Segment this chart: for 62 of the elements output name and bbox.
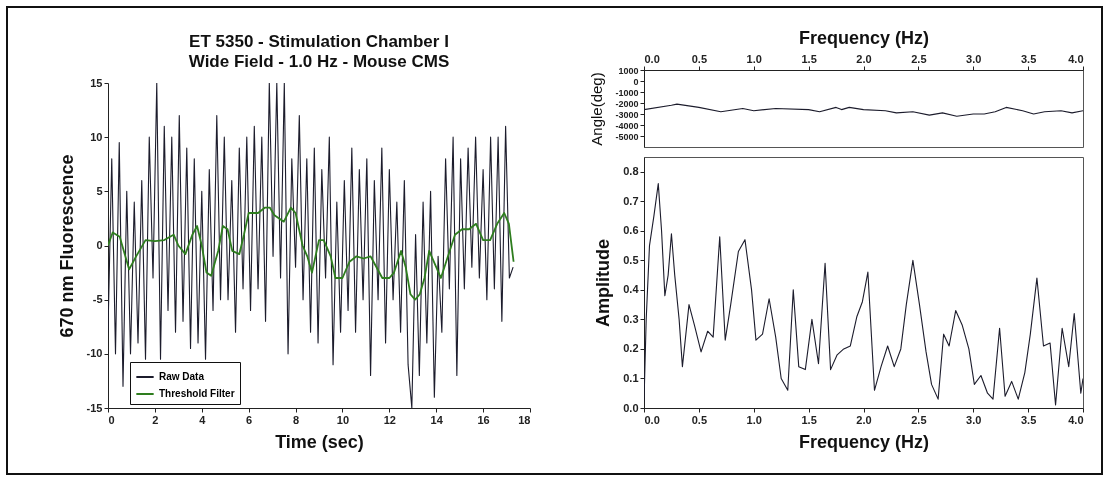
x-tick-label: 0.0 xyxy=(644,52,660,65)
x-tick-label: 10 xyxy=(336,413,350,426)
y-tick-label: 0 xyxy=(96,239,103,251)
x-tick-label: 2 xyxy=(152,413,159,426)
y-tick-label: 10 xyxy=(90,130,103,143)
x-axis-title: Time (sec) xyxy=(275,431,364,452)
y-tick-label: -1000 xyxy=(615,87,639,98)
x-tick-label: 4.0 xyxy=(1068,413,1084,426)
y-tick-label: 0.2 xyxy=(623,342,639,355)
y-tick-label: -5 xyxy=(92,293,103,306)
y-tick-label: 1000 xyxy=(618,65,639,76)
y-tick-label: -10 xyxy=(86,347,103,360)
x-tick-label: 4 xyxy=(199,413,207,426)
x-tick-label: 2.0 xyxy=(856,52,872,65)
y-tick-label: 0.7 xyxy=(623,194,639,207)
x-tick-label: 2.0 xyxy=(856,413,872,426)
chart-subtitle: Wide Field - 1.0 Hz - Mouse CMS xyxy=(188,52,450,71)
y-tick-label: -4000 xyxy=(615,120,639,131)
x-tick-label: 4.0 xyxy=(1068,52,1084,65)
x-tick-label: 6 xyxy=(246,413,253,426)
legend-label: Threshold Filter xyxy=(159,388,235,399)
y-tick-label: 0.4 xyxy=(623,283,640,296)
legend-label: Raw Data xyxy=(159,371,205,382)
x-tick-label: 2.5 xyxy=(911,413,927,426)
y-tick-label: -5000 xyxy=(615,131,639,142)
x-tick-label: 18 xyxy=(518,413,531,426)
y-tick-label: 0.6 xyxy=(623,224,639,237)
x-tick-label: 14 xyxy=(430,413,444,426)
x-tick-label: 1.5 xyxy=(801,52,817,65)
x-tick-label: 0.5 xyxy=(691,52,708,65)
x-tick-label: 0.5 xyxy=(691,413,708,426)
x-tick-label: 0.0 xyxy=(644,413,660,426)
x-tick-label: 12 xyxy=(383,413,396,426)
x-tick-label: 1.0 xyxy=(746,413,762,426)
chart-title: ET 5350 - Stimulation Chamber I xyxy=(189,32,449,51)
x-tick-label: 1.5 xyxy=(801,413,817,426)
y-tick-label: 0.5 xyxy=(623,253,639,266)
y-tick-label: -2000 xyxy=(615,98,639,109)
x-tick-label: 8 xyxy=(292,413,300,426)
x-tick-label: 3.0 xyxy=(966,413,982,426)
y-tick-label: 0.1 xyxy=(623,371,639,384)
y-tick-label: 0.3 xyxy=(623,312,639,325)
x-tick-label: 3.5 xyxy=(1020,413,1037,426)
y-tick-label: -3000 xyxy=(615,109,639,120)
y-tick-label: 0 xyxy=(633,76,639,87)
x-tick-label: 2.5 xyxy=(911,52,927,65)
x-axis-title: Frequency (Hz) xyxy=(798,27,930,48)
x-axis-title: Frequency (Hz) xyxy=(798,431,930,452)
y-tick-label: -15 xyxy=(86,401,103,414)
x-tick-label: 0 xyxy=(108,413,115,426)
y-axis-title: Amplitude xyxy=(593,239,614,327)
line-series xyxy=(108,206,515,301)
x-tick-label: 3.5 xyxy=(1020,52,1037,65)
y-tick-label: 15 xyxy=(90,76,103,89)
x-tick-label: 16 xyxy=(477,413,490,426)
y-tick-label: 0.8 xyxy=(623,165,639,178)
y-tick-label: 0.0 xyxy=(623,401,639,414)
x-tick-label: 1.0 xyxy=(746,52,762,65)
y-axis-title: Angle(deg) xyxy=(588,72,606,146)
x-tick-label: 3.0 xyxy=(966,52,982,65)
y-tick-label: 5 xyxy=(96,184,103,197)
y-axis-title: 670 nm Fluorescence xyxy=(56,154,77,338)
